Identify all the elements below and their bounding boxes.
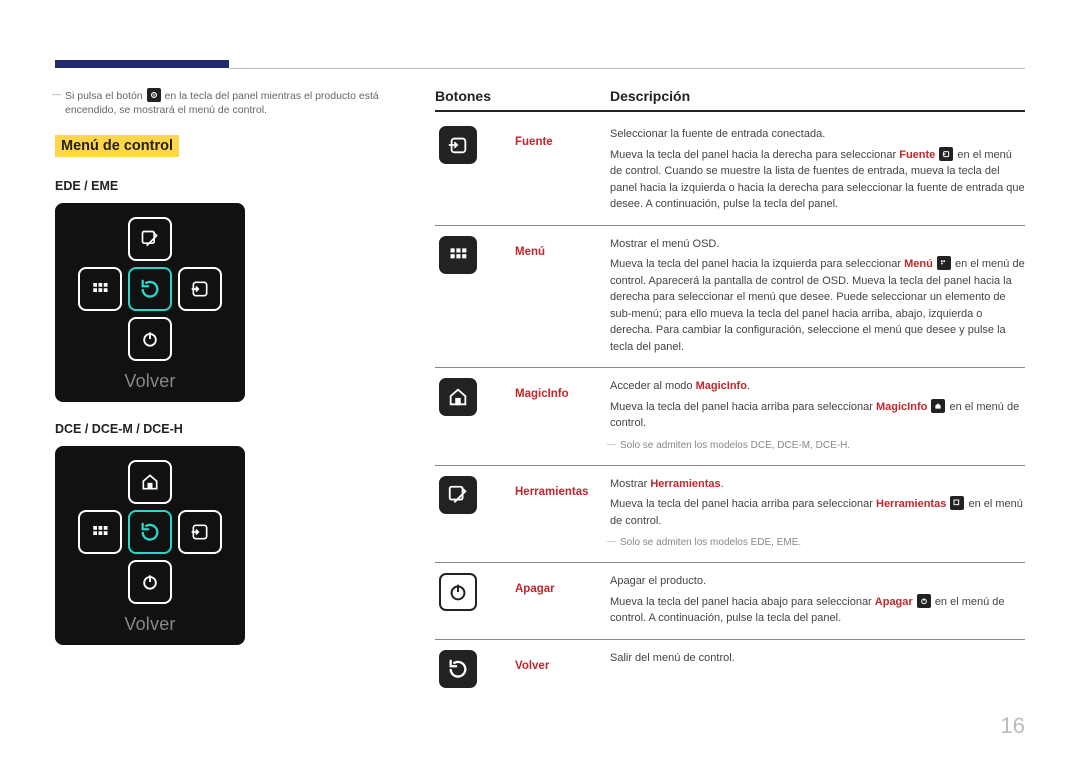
desc-red: Herramientas (650, 478, 720, 490)
source-icon (178, 267, 222, 311)
desc-red: Menú (904, 258, 933, 270)
desc-lead: . (747, 380, 750, 392)
menu-icon (439, 236, 477, 274)
remote-return-label: Volver (55, 371, 245, 392)
row-label-apagar: Apagar (515, 573, 610, 595)
row-label-menu: Menú (515, 236, 610, 258)
desc-red: MagicInfo (696, 380, 747, 392)
source-icon (178, 510, 222, 554)
source-icon (439, 126, 477, 164)
table-row: Fuente Seleccionar la fuente de entrada … (435, 116, 1025, 226)
header-accent-bar (55, 60, 229, 68)
return-center-icon (128, 510, 172, 554)
remote-return-label: Volver (55, 614, 245, 635)
row-label-fuente: Fuente (515, 126, 610, 148)
desc-body: Mueva la tecla del panel hacia la derech… (610, 149, 899, 161)
row-desc-fuente: Seleccionar la fuente de entrada conecta… (610, 126, 1025, 213)
model-label-ede-eme: EDE / EME (55, 179, 405, 193)
table-row: Volver Salir del menú de control. (435, 640, 1025, 700)
right-column: Botones Descripción Fuente Seleccionar l… (435, 88, 1025, 700)
desc-body: Mueva la tecla del panel hacia la izquie… (610, 258, 904, 270)
power-icon (917, 594, 931, 608)
enter-icon (147, 88, 161, 102)
desc-red: Apagar (875, 596, 913, 608)
menu-icon (78, 267, 122, 311)
desc-lead: Seleccionar la fuente de entrada conecta… (610, 126, 1025, 143)
desc-body: en el menú de control. Aparecerá la pant… (610, 258, 1025, 353)
power-icon (128, 560, 172, 604)
table-row: MagicInfo Acceder al modo MagicInfo. Mue… (435, 368, 1025, 466)
tools-icon (950, 496, 964, 510)
table-row: Apagar Apagar el producto. Mueva la tecl… (435, 563, 1025, 640)
remote-panel-ede: Volver (55, 203, 245, 402)
power-icon (128, 317, 172, 361)
row-desc-magicinfo: Acceder al modo MagicInfo. Mueva la tecl… (610, 378, 1025, 453)
desc-lead: Acceder al modo (610, 380, 696, 392)
row-footnote: Solo se admiten los modelos DCE, DCE-M, … (610, 438, 1025, 453)
home-icon (439, 378, 477, 416)
header-rule (229, 68, 1025, 69)
desc-lead: . (721, 478, 724, 490)
row-label-herramientas: Herramientas (515, 476, 610, 498)
row-footnote: Solo se admiten los modelos EDE, EME. (610, 535, 1025, 550)
th-description: Descripción (610, 88, 1025, 104)
remote-panel-dce: Volver (55, 446, 245, 645)
home-icon (931, 399, 945, 413)
row-label-magicinfo: MagicInfo (515, 378, 610, 400)
th-buttons: Botones (435, 88, 610, 104)
tools-icon (128, 217, 172, 261)
menu-icon (937, 256, 951, 270)
desc-red: Fuente (899, 149, 935, 161)
row-label-volver: Volver (515, 650, 610, 672)
page-number: 16 (1001, 713, 1025, 739)
intro-text-a: Si pulsa el botón (65, 90, 146, 102)
power-icon (439, 573, 477, 611)
row-desc-apagar: Apagar el producto. Mueva la tecla del p… (610, 573, 1025, 627)
menu-icon (78, 510, 122, 554)
table-header: Botones Descripción (435, 88, 1025, 112)
table-row: Herramientas Mostrar Herramientas. Mueva… (435, 466, 1025, 564)
desc-lead: Mostrar el menú OSD. (610, 236, 1025, 253)
desc-lead: Salir del menú de control. (610, 650, 1025, 667)
desc-lead: Apagar el producto. (610, 573, 1025, 590)
intro-note: Si pulsa el botón en la tecla del panel … (55, 88, 405, 117)
row-desc-menu: Mostrar el menú OSD. Mueva la tecla del … (610, 236, 1025, 356)
home-icon (128, 460, 172, 504)
model-label-dce: DCE / DCE-M / DCE-H (55, 422, 405, 436)
desc-red: MagicInfo (876, 401, 927, 413)
section-title: Menú de control (55, 135, 179, 157)
source-icon (939, 147, 953, 161)
desc-body: Mueva la tecla del panel hacia abajo par… (610, 596, 875, 608)
table-row: Menú Mostrar el menú OSD. Mueva la tecla… (435, 226, 1025, 369)
left-column: Si pulsa el botón en la tecla del panel … (55, 88, 435, 700)
return-center-icon (128, 267, 172, 311)
row-desc-herramientas: Mostrar Herramientas. Mueva la tecla del… (610, 476, 1025, 551)
tools-icon (439, 476, 477, 514)
row-desc-volver: Salir del menú de control. (610, 650, 1025, 671)
desc-lead: Mostrar (610, 478, 650, 490)
desc-body: Mueva la tecla del panel hacia arriba pa… (610, 401, 876, 413)
main-content: Si pulsa el botón en la tecla del panel … (55, 88, 1025, 700)
desc-body: Mueva la tecla del panel hacia arriba pa… (610, 498, 876, 510)
desc-red: Herramientas (876, 498, 946, 510)
return-icon (439, 650, 477, 688)
